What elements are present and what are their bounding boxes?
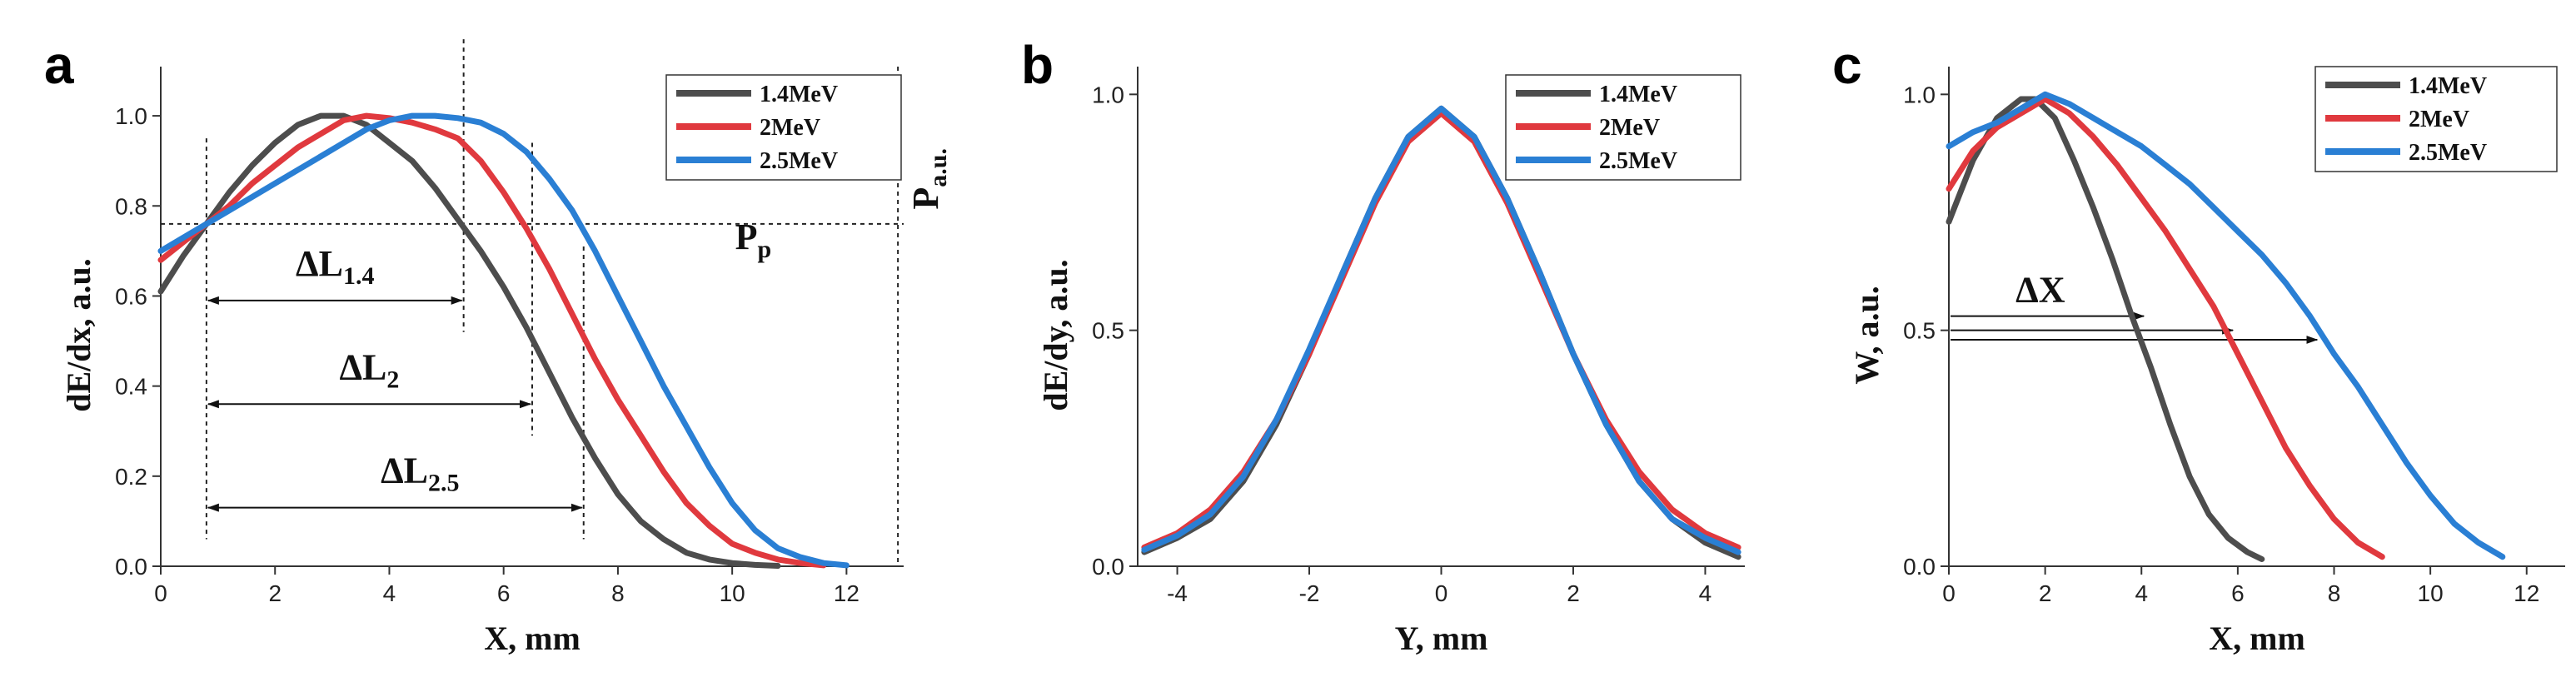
- x-tick-label: 0: [1435, 580, 1448, 606]
- pp-label: Pp: [735, 217, 772, 263]
- y-tick-label: 0.0: [115, 554, 147, 580]
- series-line-2MeV: [1946, 96, 2385, 560]
- panel-label: b: [1021, 35, 1054, 95]
- panel-a: 0 2 4 6 8 10 12 0.0 0.2 0.4 0.6 0.8 1.0 X, mm dE/dx, a…: [44, 35, 952, 657]
- y-axis-label: W, a.u.: [1848, 286, 1886, 385]
- legend-label: 2MeV: [1599, 115, 1660, 141]
- x-axis-label: X, mm: [484, 620, 580, 657]
- x-axis-label: Y, mm: [1395, 620, 1488, 657]
- panel-label: a: [44, 35, 74, 95]
- legend-label: 2MeV: [760, 115, 820, 141]
- interval-label: ΔL1.4: [296, 243, 374, 290]
- y-axis-label: dE/dx, a.u.: [60, 258, 97, 412]
- y-tick-label: 1.0: [1903, 82, 1936, 107]
- series-line-1.4MeV: [157, 112, 781, 569]
- x-tick-label: 4: [1699, 580, 1712, 606]
- dx-label: ΔX: [2015, 270, 2065, 311]
- legend-label: 1.4MeV: [760, 82, 838, 107]
- series-line-2.5MeV: [1946, 91, 2506, 560]
- x-tick-label: 8: [611, 580, 625, 606]
- y-tick-label: 0.8: [115, 193, 147, 219]
- legend-label: 1.4MeV: [1599, 82, 1677, 107]
- y-axis-label: dE/dy, a.u.: [1037, 259, 1074, 411]
- y-tick-label: 0.0: [1903, 554, 1936, 580]
- y-tick-label: 0.5: [1903, 318, 1936, 344]
- y-tick-label: 0.6: [115, 283, 147, 309]
- x-tick-label: -2: [1299, 580, 1320, 606]
- series-line-2.5MeV: [157, 112, 850, 569]
- x-tick-label: 6: [497, 580, 511, 606]
- panel-c: 0 2 4 6 8 10 12 0.0 0.5 1.0 X, mm W, a.u. c ΔX 1.4MeV 2…: [1832, 35, 2565, 657]
- x-tick-label: 0: [1942, 580, 1956, 606]
- legend-label: 2MeV: [2409, 107, 2469, 132]
- series-line-2.5MeV: [1141, 105, 1741, 555]
- x-tick-label: 4: [2135, 580, 2148, 606]
- x-tick-label: 4: [383, 580, 396, 606]
- x-tick-label: 0: [154, 580, 167, 606]
- x-tick-label: -4: [1167, 580, 1188, 606]
- x-tick-label: 8: [2328, 580, 2341, 606]
- pau-label: Pa.u.: [905, 148, 952, 210]
- x-tick-label: 10: [720, 580, 745, 606]
- legend-label: 1.4MeV: [2409, 73, 2487, 99]
- x-tick-label: 12: [834, 580, 859, 606]
- interval-label: ΔL2: [339, 346, 399, 393]
- x-tick-label: 6: [2231, 580, 2245, 606]
- y-tick-label: 0.0: [1092, 554, 1124, 580]
- legend-label: 2.5MeV: [2409, 140, 2487, 166]
- series-line-1.4MeV: [1946, 96, 2265, 562]
- panel-label: c: [1832, 35, 1862, 95]
- panel-b: -4 -2 0 2 4 0.0 0.5 1.0 Y, mm dE/dy, a.u. b 1.4MeV 2…: [1021, 35, 1745, 657]
- series-line-2MeV: [157, 112, 827, 569]
- x-tick-label: 2: [268, 580, 282, 606]
- x-axis-label: X, mm: [2209, 620, 2305, 657]
- y-tick-label: 0.2: [115, 464, 147, 490]
- x-tick-label: 2: [2039, 580, 2052, 606]
- x-tick-label: 10: [2418, 580, 2444, 606]
- x-tick-label: 2: [1567, 580, 1580, 606]
- x-tick-label: 12: [2514, 580, 2539, 606]
- interval-label: ΔL2.5: [381, 451, 459, 497]
- legend-label: 2.5MeV: [1599, 148, 1677, 174]
- y-tick-label: 0.5: [1092, 318, 1124, 344]
- y-tick-label: 0.4: [115, 374, 147, 400]
- legend-label: 2.5MeV: [760, 148, 838, 174]
- y-tick-label: 1.0: [1092, 82, 1124, 107]
- y-tick-label: 1.0: [115, 103, 147, 129]
